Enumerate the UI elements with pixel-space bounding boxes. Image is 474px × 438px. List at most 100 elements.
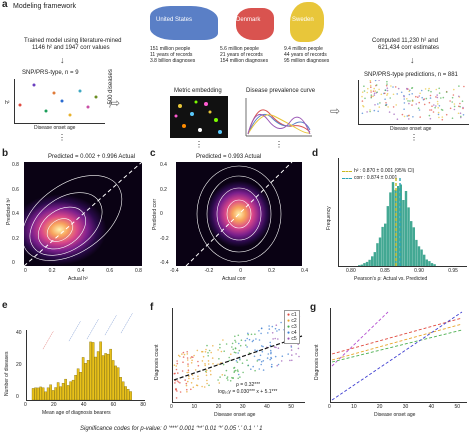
f-point xyxy=(201,360,204,362)
c-xtick: -0.4 xyxy=(170,268,179,274)
f-point xyxy=(280,321,282,324)
pred-point xyxy=(366,111,368,113)
pred-point xyxy=(409,100,411,102)
f-point xyxy=(222,363,225,366)
map-denmark xyxy=(236,8,274,40)
pred-point xyxy=(400,91,403,94)
pred-point xyxy=(440,97,442,99)
panel-e-axes xyxy=(26,330,145,401)
pred-point xyxy=(374,104,376,106)
f-point xyxy=(245,344,247,346)
pred-point xyxy=(428,114,431,117)
f-point xyxy=(187,363,189,365)
panel-e-xlabel: Mean age of diagnosis bearers xyxy=(42,410,111,416)
dk-stat-diagnoses: 154 million diagnoses xyxy=(220,58,269,64)
pred-point xyxy=(379,102,381,104)
f-point xyxy=(228,359,231,362)
pred-point xyxy=(438,87,440,90)
pred-point xyxy=(374,80,377,82)
f-point xyxy=(176,360,178,362)
pred-point xyxy=(411,93,413,95)
pred-point xyxy=(386,83,388,85)
b-ytick: 0.2 xyxy=(12,235,19,242)
f-point xyxy=(231,342,234,345)
f-point xyxy=(275,346,277,349)
e-bar xyxy=(74,375,77,400)
pred-point xyxy=(363,85,365,87)
b-ytick: 0 xyxy=(12,260,15,266)
f-point xyxy=(234,347,237,350)
d-bar xyxy=(420,249,423,266)
e-bar xyxy=(41,387,45,400)
f-point xyxy=(238,349,241,352)
pred-point xyxy=(437,103,439,105)
pred-point xyxy=(463,85,465,88)
pred-point xyxy=(408,90,410,93)
pred-point xyxy=(386,80,388,83)
f-point xyxy=(203,386,206,388)
d-bar xyxy=(376,243,379,266)
pred-point xyxy=(428,101,431,104)
pred-point xyxy=(437,113,440,116)
f-point xyxy=(274,337,276,340)
e-bar xyxy=(79,372,82,400)
panel-e-yticks: 0 20 40 xyxy=(16,330,22,400)
f-point xyxy=(207,360,210,362)
f-point xyxy=(247,364,249,367)
f-point xyxy=(220,350,223,353)
f-xtick: 10 xyxy=(191,404,198,410)
f-point xyxy=(269,358,271,361)
f-point xyxy=(254,333,256,335)
f-point xyxy=(206,382,208,385)
f-point xyxy=(187,371,190,374)
f-point xyxy=(271,325,274,328)
e-ytick: 20 xyxy=(16,362,22,368)
f-point xyxy=(179,391,182,393)
f-point xyxy=(254,349,256,351)
f-point xyxy=(240,339,243,341)
f-point xyxy=(201,385,203,388)
computed-text-2: 621,434 corr estimates xyxy=(378,45,440,51)
legend-c1: ● c1 xyxy=(287,312,297,318)
f-point xyxy=(270,357,273,360)
f-point xyxy=(291,359,293,362)
pred-point xyxy=(361,95,363,98)
snp-point xyxy=(68,113,72,117)
ellipsis-icon-4: ⋮ xyxy=(410,133,418,142)
panel-d-axes xyxy=(338,158,467,267)
pred-point xyxy=(432,111,435,113)
panel-g-axes xyxy=(330,308,467,403)
d-bar xyxy=(425,259,428,266)
pred-point xyxy=(406,115,409,117)
ellipsis-icon-3: ⋮ xyxy=(275,140,283,149)
pred-point xyxy=(385,103,388,106)
pred-point xyxy=(451,117,454,119)
f-point xyxy=(269,349,272,352)
d-xtick: 0.90 xyxy=(414,268,424,274)
b-xtick: 0.6 xyxy=(106,268,114,274)
f-point xyxy=(252,365,254,368)
f-point xyxy=(210,351,212,354)
f-point xyxy=(187,380,189,383)
f-xtick: 30 xyxy=(239,404,246,410)
f-point xyxy=(236,361,239,363)
e-bar xyxy=(99,341,102,400)
f-point xyxy=(181,370,184,372)
pred-point xyxy=(425,97,428,100)
pred-point xyxy=(441,116,444,118)
f-point xyxy=(222,339,224,341)
e-xtick: 60 xyxy=(110,402,117,408)
f-point xyxy=(260,363,262,366)
f-point xyxy=(269,341,271,344)
f-point xyxy=(192,356,194,358)
pred-point xyxy=(373,94,376,96)
e-bar xyxy=(61,383,65,400)
f-point xyxy=(196,384,199,387)
us-stat-people: 151 million people xyxy=(150,46,191,52)
e-bar xyxy=(126,389,130,400)
f-point xyxy=(267,353,270,355)
legend-corr: corr : 0.874 ± 0.001 xyxy=(354,175,398,181)
f-point xyxy=(229,380,232,382)
f-point xyxy=(255,338,257,340)
f-point xyxy=(192,386,195,389)
